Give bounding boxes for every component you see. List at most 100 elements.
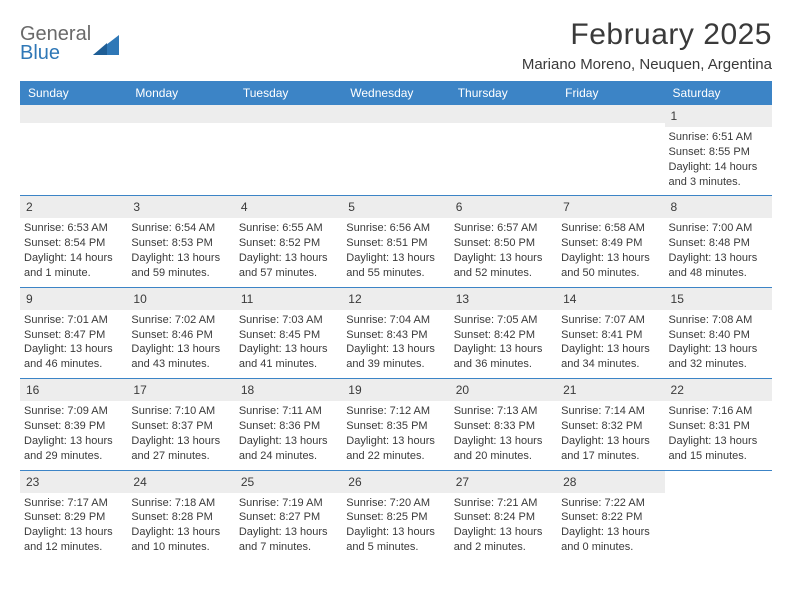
sunrise-text: Sunrise: 7:04 AM: [346, 313, 445, 328]
daylight-text: Daylight: 13 hours and 10 minutes.: [131, 525, 230, 555]
sunset-text: Sunset: 8:47 PM: [24, 328, 123, 343]
day-cell: 22Sunrise: 7:16 AMSunset: 8:31 PMDayligh…: [665, 379, 772, 469]
sunset-text: Sunset: 8:36 PM: [239, 419, 338, 434]
day-number: 21: [563, 383, 576, 397]
daylight-text: Daylight: 14 hours and 1 minute.: [24, 251, 123, 281]
week-row: 2Sunrise: 6:53 AMSunset: 8:54 PMDaylight…: [20, 195, 772, 286]
day-number: 25: [241, 475, 254, 489]
sunrise-text: Sunrise: 7:03 AM: [239, 313, 338, 328]
day-body: Sunrise: 7:13 AMSunset: 8:33 PMDaylight:…: [454, 404, 553, 463]
sunset-text: Sunset: 8:53 PM: [131, 236, 230, 251]
sunset-text: Sunset: 8:31 PM: [669, 419, 768, 434]
daylight-text: Daylight: 13 hours and 0 minutes.: [561, 525, 660, 555]
empty-day-bar: [342, 105, 449, 123]
day-body: Sunrise: 7:10 AMSunset: 8:37 PMDaylight:…: [131, 404, 230, 463]
day-body: Sunrise: 7:22 AMSunset: 8:22 PMDaylight:…: [561, 496, 660, 555]
day-number: 13: [456, 292, 469, 306]
day-body: Sunrise: 7:03 AMSunset: 8:45 PMDaylight:…: [239, 313, 338, 372]
day-number-bar: 3: [127, 196, 234, 218]
day-number: 5: [348, 200, 355, 214]
daylight-text: Daylight: 13 hours and 7 minutes.: [239, 525, 338, 555]
sunset-text: Sunset: 8:43 PM: [346, 328, 445, 343]
day-body: Sunrise: 7:17 AMSunset: 8:29 PMDaylight:…: [24, 496, 123, 555]
sunrise-text: Sunrise: 7:17 AM: [24, 496, 123, 511]
sunrise-text: Sunrise: 7:09 AM: [24, 404, 123, 419]
day-number: 16: [26, 383, 39, 397]
day-cell: 9Sunrise: 7:01 AMSunset: 8:47 PMDaylight…: [20, 288, 127, 378]
day-cell: 3 Sunrise: 6:54 AMSunset: 8:53 PMDaylight…: [127, 196, 234, 286]
day-number-bar: 26: [342, 471, 449, 493]
daylight-text: Daylight: 13 hours and 20 minutes.: [454, 434, 553, 464]
sunset-text: Sunset: 8:28 PM: [131, 510, 230, 525]
day-cell: 6Sunrise: 6:57 AMSunset: 8:50 PMDaylight…: [450, 196, 557, 286]
empty-day-bar: [127, 105, 234, 123]
day-number: 23: [26, 475, 39, 489]
logo-text-blue: Blue: [20, 43, 91, 63]
day-body: Sunrise: 7:21 AMSunset: 8:24 PMDaylight:…: [454, 496, 553, 555]
daylight-text: Daylight: 13 hours and 59 minutes.: [131, 251, 230, 281]
day-cell: 8Sunrise: 7:00 AMSunset: 8:48 PMDaylight…: [665, 196, 772, 286]
day-number: 11: [241, 292, 253, 306]
daylight-text: Daylight: 13 hours and 2 minutes.: [454, 525, 553, 555]
day-body: Sunrise: 6:51 AMSunset: 8:55 PMDaylight:…: [669, 130, 768, 189]
daylight-text: Daylight: 13 hours and 32 minutes.: [669, 342, 768, 372]
sunrise-text: Sunrise: 6:54 AM: [131, 221, 230, 236]
day-number-bar: 9: [20, 288, 127, 310]
sunrise-text: Sunrise: 6:51 AM: [669, 130, 768, 145]
sunrise-text: Sunrise: 7:19 AM: [239, 496, 338, 511]
daylight-text: Daylight: 13 hours and 52 minutes.: [454, 251, 553, 281]
daylight-text: Daylight: 13 hours and 50 minutes.: [561, 251, 660, 281]
day-number-bar: 8: [665, 196, 772, 218]
day-body: Sunrise: 7:12 AMSunset: 8:35 PMDaylight:…: [346, 404, 445, 463]
empty-day-bar: [557, 105, 664, 123]
sunset-text: Sunset: 8:40 PM: [669, 328, 768, 343]
daylight-text: Daylight: 14 hours and 3 minutes.: [669, 160, 768, 190]
day-number: 6: [456, 200, 463, 214]
day-body: Sunrise: 7:11 AMSunset: 8:36 PMDaylight:…: [239, 404, 338, 463]
logo-triangle-icon: [93, 33, 119, 55]
sunrise-text: Sunrise: 6:56 AM: [346, 221, 445, 236]
sunrise-text: Sunrise: 7:00 AM: [669, 221, 768, 236]
sunset-text: Sunset: 8:35 PM: [346, 419, 445, 434]
day-number-bar: 24: [127, 471, 234, 493]
day-cell: 24Sunrise: 7:18 AMSunset: 8:28 PMDayligh…: [127, 471, 234, 561]
sunrise-text: Sunrise: 7:13 AM: [454, 404, 553, 419]
sunrise-text: Sunrise: 7:14 AM: [561, 404, 660, 419]
day-body: Sunrise: 7:14 AMSunset: 8:32 PMDaylight:…: [561, 404, 660, 463]
day-number-bar: 22: [665, 379, 772, 401]
day-number-bar: 1: [665, 105, 772, 127]
day-number: 2: [26, 200, 33, 214]
day-cell: 15Sunrise: 7:08 AMSunset: 8:40 PMDayligh…: [665, 288, 772, 378]
daylight-text: Daylight: 13 hours and 12 minutes.: [24, 525, 123, 555]
day-cell: 27Sunrise: 7:21 AMSunset: 8:24 PMDayligh…: [450, 471, 557, 561]
day-number: 24: [133, 475, 146, 489]
day-number-bar: 16: [20, 379, 127, 401]
day-number: 1: [671, 109, 678, 123]
weeks-container: 1 Sunrise: 6:51 AMSunset: 8:55 PMDaylight…: [20, 105, 772, 561]
day-number-bar: 4: [235, 196, 342, 218]
daylight-text: Daylight: 13 hours and 57 minutes.: [239, 251, 338, 281]
day-number-bar: 14: [557, 288, 664, 310]
day-cell: 2Sunrise: 6:53 AMSunset: 8:54 PMDaylight…: [20, 196, 127, 286]
sunrise-text: Sunrise: 6:58 AM: [561, 221, 660, 236]
day-cell-empty: [557, 105, 664, 195]
day-cell: 5Sunrise: 6:56 AMSunset: 8:51 PMDaylight…: [342, 196, 449, 286]
day-number: 7: [563, 200, 570, 214]
day-of-week-header: Wednesday: [342, 81, 449, 105]
day-of-week-header: Thursday: [450, 81, 557, 105]
location-subtitle: Mariano Moreno, Neuquen, Argentina: [522, 56, 772, 73]
day-number: 12: [348, 292, 361, 306]
daylight-text: Daylight: 13 hours and 27 minutes.: [131, 434, 230, 464]
calendar-grid: SundayMondayTuesdayWednesdayThursdayFrid…: [20, 81, 772, 561]
day-cell-empty: [450, 105, 557, 195]
daylight-text: Daylight: 13 hours and 22 minutes.: [346, 434, 445, 464]
day-number: 28: [563, 475, 576, 489]
day-number-bar: 12: [342, 288, 449, 310]
day-cell: 26Sunrise: 7:20 AMSunset: 8:25 PMDayligh…: [342, 471, 449, 561]
day-number: 20: [456, 383, 469, 397]
day-number-bar: 15: [665, 288, 772, 310]
sunrise-text: Sunrise: 7:20 AM: [346, 496, 445, 511]
empty-day-bar: [450, 105, 557, 123]
day-number: 3: [133, 200, 140, 214]
day-cell: 16Sunrise: 7:09 AMSunset: 8:39 PMDayligh…: [20, 379, 127, 469]
